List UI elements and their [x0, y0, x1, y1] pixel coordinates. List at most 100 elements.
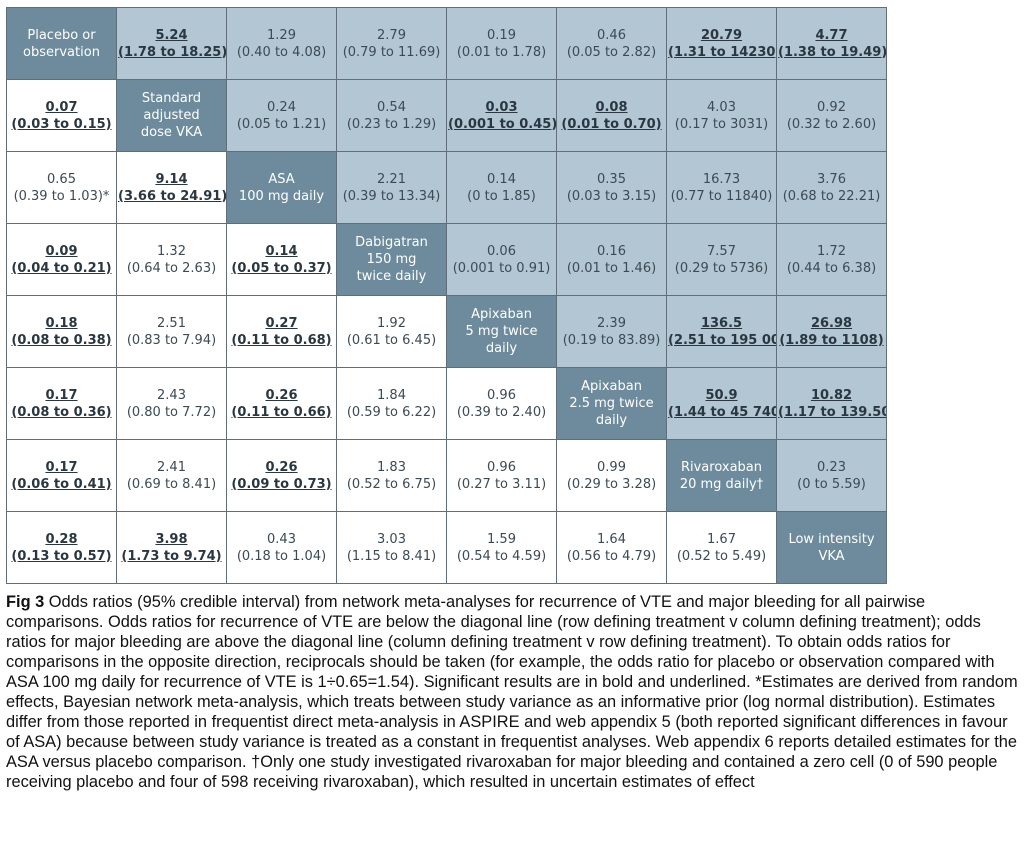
credible-interval: (0.03 to 3.15): [566, 188, 657, 204]
vte-recurrence-odds-ratio-cell: 1.64 (0.56 to 4.79): [556, 511, 667, 584]
credible-interval: (0.08 to 0.38): [11, 332, 112, 348]
odds-ratio-value: 136.5: [700, 315, 743, 331]
caption-text: Odds ratios (95% credible interval) from…: [6, 593, 1018, 791]
matrix-row: 0.17 (0.06 to 0.41) 2.41 (0.69 to 8.41) 0.26…: [6, 439, 887, 512]
credible-interval: (0.05 to 2.82): [566, 44, 657, 60]
major-bleeding-odds-ratio-cell: 2.79 (0.79 to 11.69): [336, 7, 447, 80]
odds-ratio-value: 0.65: [47, 171, 76, 187]
odds-ratio-value: 7.57: [707, 243, 736, 259]
odds-ratio-value: 0.92: [817, 99, 846, 115]
major-bleeding-odds-ratio-cell: 20.79 (1.31 to 14230): [666, 7, 777, 80]
matrix-row: 0.28 (0.13 to 0.57) 3.98 (1.73 to 9.74) 0.43…: [6, 511, 887, 584]
major-bleeding-odds-ratio-cell: 5.24 (1.78 to 18.25): [116, 7, 227, 80]
odds-ratio-value: 0.54: [377, 99, 406, 115]
credible-interval: (0.05 to 1.21): [236, 116, 327, 132]
vte-recurrence-odds-ratio-cell: 2.51 (0.83 to 7.94): [116, 295, 227, 368]
vte-recurrence-odds-ratio-cell: 0.09 (0.04 to 0.21): [6, 223, 117, 296]
credible-interval: (0 to 5.59): [797, 476, 866, 492]
major-bleeding-odds-ratio-cell: 0.24 (0.05 to 1.21): [226, 79, 337, 152]
odds-ratio-value: 0.03: [485, 99, 518, 115]
major-bleeding-odds-ratio-cell: 1.72 (0.44 to 6.38): [776, 223, 887, 296]
vte-recurrence-odds-ratio-cell: 0.65 (0.39 to 1.03)*: [6, 151, 117, 224]
credible-interval: (0.39 to 2.40): [456, 404, 547, 420]
odds-ratio-value: 1.64: [597, 531, 626, 547]
credible-interval: (0.83 to 7.94): [126, 332, 217, 348]
credible-interval: (0.56 to 4.79): [566, 548, 657, 564]
credible-interval: (0.11 to 0.68): [231, 332, 332, 348]
credible-interval: (0.39 to 13.34): [342, 188, 441, 204]
credible-interval: (0.04 to 0.21): [11, 260, 112, 276]
credible-interval: (0.01 to 1.46): [566, 260, 657, 276]
major-bleeding-odds-ratio-cell: 0.08 (0.01 to 0.70): [556, 79, 667, 152]
credible-interval: (0.64 to 2.63): [126, 260, 217, 276]
odds-ratio-value: 0.27: [265, 315, 298, 331]
treatment-label-cell: Placebo or observation: [6, 7, 117, 80]
odds-ratio-value: 0.26: [265, 387, 298, 403]
major-bleeding-odds-ratio-cell: 10.82 (1.17 to 139.50): [776, 367, 887, 440]
odds-ratio-value: 0.09: [45, 243, 78, 259]
major-bleeding-odds-ratio-cell: 4.77 (1.38 to 19.49): [776, 7, 887, 80]
odds-ratio-value: 5.24: [155, 27, 188, 43]
major-bleeding-odds-ratio-cell: 0.16 (0.01 to 1.46): [556, 223, 667, 296]
vte-recurrence-odds-ratio-cell: 3.98 (1.73 to 9.74): [116, 511, 227, 584]
credible-interval: (0.52 to 5.49): [676, 548, 767, 564]
credible-interval: (0.13 to 0.57): [11, 548, 112, 564]
credible-interval: (0.44 to 6.38): [786, 260, 877, 276]
odds-ratio-value: 0.14: [265, 243, 298, 259]
credible-interval: (0.68 to 22.21): [782, 188, 881, 204]
odds-ratio-value: 2.43: [157, 387, 186, 403]
credible-interval: (0.77 to 11840): [670, 188, 773, 204]
treatment-label: Rivaroxaban 20 mg daily†: [679, 459, 764, 492]
credible-interval: (0.54 to 4.59): [456, 548, 547, 564]
matrix-row: 0.09 (0.04 to 0.21) 1.32 (0.64 to 2.63) 0.14…: [6, 223, 887, 296]
credible-interval: (0.27 to 3.11): [456, 476, 547, 492]
credible-interval: (0.05 to 0.37): [231, 260, 332, 276]
vte-recurrence-odds-ratio-cell: 0.27 (0.11 to 0.68): [226, 295, 337, 368]
treatment-label-cell: Standard adjusted dose VKA: [116, 79, 227, 152]
odds-ratio-value: 1.72: [817, 243, 846, 259]
credible-interval: (0.23 to 1.29): [346, 116, 437, 132]
credible-interval: (0.01 to 1.78): [456, 44, 547, 60]
vte-recurrence-odds-ratio-cell: 0.43 (0.18 to 1.04): [226, 511, 337, 584]
odds-ratio-value: 0.18: [45, 315, 78, 331]
odds-ratio-value: 0.43: [267, 531, 296, 547]
matrix-row: 0.07 (0.03 to 0.15) Standard adjusted dose…: [6, 79, 887, 152]
odds-ratio-value: 2.79: [377, 27, 406, 43]
vte-recurrence-odds-ratio-cell: 2.41 (0.69 to 8.41): [116, 439, 227, 512]
major-bleeding-odds-ratio-cell: 0.35 (0.03 to 3.15): [556, 151, 667, 224]
credible-interval: (0.09 to 0.73): [231, 476, 332, 492]
odds-ratio-value: 0.23: [817, 459, 846, 475]
vte-recurrence-odds-ratio-cell: 0.99 (0.29 to 3.28): [556, 439, 667, 512]
odds-ratio-value: 0.19: [487, 27, 516, 43]
credible-interval: (1.78 to 18.25): [118, 44, 227, 60]
credible-interval: (0.08 to 0.36): [11, 404, 112, 420]
odds-ratio-value: 2.39: [597, 315, 626, 331]
vte-recurrence-odds-ratio-cell: 9.14 (3.66 to 24.91): [116, 151, 227, 224]
vte-recurrence-odds-ratio-cell: 2.43 (0.80 to 7.72): [116, 367, 227, 440]
odds-ratio-value: 1.32: [157, 243, 186, 259]
matrix-row: 0.18 (0.08 to 0.38) 2.51 (0.83 to 7.94) 0.27…: [6, 295, 887, 368]
credible-interval: (0.59 to 6.22): [346, 404, 437, 420]
odds-ratio-value: 2.51: [157, 315, 186, 331]
figure-label: Fig 3: [6, 593, 45, 611]
credible-interval: (0.01 to 0.70): [561, 116, 662, 132]
odds-ratio-value: 0.07: [45, 99, 78, 115]
odds-ratio-value: 0.14: [487, 171, 516, 187]
credible-interval: (1.73 to 9.74): [121, 548, 222, 564]
major-bleeding-odds-ratio-cell: 0.54 (0.23 to 1.29): [336, 79, 447, 152]
odds-ratio-value: 0.17: [45, 387, 78, 403]
treatment-label-cell: Apixaban 2.5 mg twice daily: [556, 367, 667, 440]
odds-ratio-value: 0.28: [45, 531, 78, 547]
odds-ratio-value: 3.03: [377, 531, 406, 547]
odds-ratio-value: 1.83: [377, 459, 406, 475]
odds-ratio-value: 0.96: [487, 459, 516, 475]
major-bleeding-odds-ratio-cell: 0.06 (0.001 to 0.91): [446, 223, 557, 296]
treatment-label: Dabigatran 150 mg twice daily: [355, 235, 428, 284]
credible-interval: (1.38 to 19.49): [778, 44, 887, 60]
credible-interval: (0 to 1.85): [467, 188, 536, 204]
treatment-label: Apixaban 5 mg twice daily: [465, 307, 538, 356]
treatment-label-cell: ASA 100 mg daily: [226, 151, 337, 224]
matrix-row: Placebo or observation 5.24 (1.78 to 18.25…: [6, 7, 887, 80]
vte-recurrence-odds-ratio-cell: 1.59 (0.54 to 4.59): [446, 511, 557, 584]
matrix-row: 0.17 (0.08 to 0.36) 2.43 (0.80 to 7.72) 0.26…: [6, 367, 887, 440]
